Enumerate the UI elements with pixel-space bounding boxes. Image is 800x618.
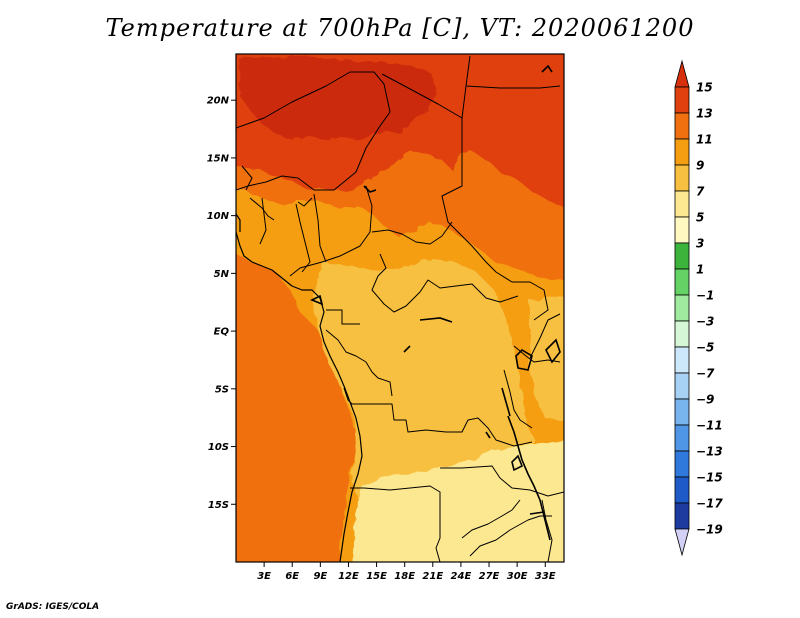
lat-tick-label: 15N <box>207 153 230 164</box>
temperature-field <box>236 54 564 562</box>
colorbar-segment <box>674 86 690 114</box>
map-title: Temperature at 700hPa [C], VT: 202006120… <box>105 14 695 42</box>
colorbar-segment <box>674 112 690 140</box>
lon-tick-label: 24E <box>451 571 472 582</box>
colorbar-segment <box>674 268 690 296</box>
map-frame <box>235 53 565 563</box>
latitude-axis: 20N 15N 10N 5N EQ 5S 10S 15S <box>207 96 236 511</box>
lon-tick-label: 33E <box>535 571 556 582</box>
colorbar: 15 13 11 9 7 5 3 1 −1 −3 −5 −7 −9 −11 −13 −15 −17 −19 <box>674 59 723 557</box>
colorbar-segment <box>674 372 690 400</box>
colorbar-label: −3 <box>696 315 714 329</box>
colorbar-bottom-arrow <box>674 528 690 557</box>
colorbar-segment <box>674 138 690 166</box>
field-7to9-central <box>312 258 534 508</box>
colorbar-segment <box>674 398 690 426</box>
colorbar-segment <box>674 164 690 192</box>
colorbar-segment <box>674 346 690 374</box>
colorbar-label: 13 <box>696 107 713 121</box>
lon-tick-label: 3E <box>257 571 271 582</box>
colorbar-label: −9 <box>696 393 714 407</box>
lon-tick-label: 18E <box>394 571 415 582</box>
field-5to7-south <box>352 440 564 562</box>
colorbar-segment <box>674 476 690 504</box>
colorbar-label: 5 <box>696 211 704 225</box>
colorbar-segment <box>674 294 690 322</box>
colorbar-label: −15 <box>696 471 723 485</box>
colorbar-top-arrow <box>674 59 690 88</box>
colorbar-segment <box>674 190 690 218</box>
lat-tick-label: EQ <box>214 327 230 338</box>
field-7to9-east <box>530 296 564 420</box>
colorbar-label: −17 <box>696 497 723 511</box>
colorbar-label: −11 <box>696 419 723 433</box>
longitude-axis: 3E 6E 9E 12E 15E 18E 21E 24E 27E 30E 33E <box>257 562 556 582</box>
colorbar-label: −13 <box>696 445 723 459</box>
lat-tick-label: 10S <box>208 442 229 453</box>
lon-tick-label: 30E <box>507 571 528 582</box>
lon-tick-label: 12E <box>338 571 359 582</box>
field-warm-spot <box>261 504 271 508</box>
colorbar-label: 9 <box>696 159 704 173</box>
lat-tick-label: 20N <box>207 96 230 107</box>
colorbar-label: −1 <box>696 289 714 303</box>
lat-tick-label: 15S <box>208 500 229 511</box>
colorbar-segment <box>674 424 690 452</box>
field-11to13-west-ocean <box>236 253 358 562</box>
colorbar-label: −5 <box>696 341 714 355</box>
colorbar-segment <box>674 502 690 530</box>
country-borders <box>236 55 564 562</box>
lon-tick-label: 27E <box>479 571 500 582</box>
colorbar-label: 11 <box>696 133 713 147</box>
lon-tick-label: 6E <box>285 571 299 582</box>
colorbar-segment <box>674 320 690 348</box>
coastline <box>236 213 363 562</box>
grads-credit: GrADS: IGES/COLA <box>6 602 100 612</box>
colorbar-label: 7 <box>696 185 705 199</box>
inland-lakes <box>310 64 561 541</box>
colorbar-label: 3 <box>696 237 704 251</box>
colorbar-label: 15 <box>696 81 713 95</box>
colorbar-label: −19 <box>696 523 723 537</box>
colorbar-label: −7 <box>696 367 715 381</box>
colorbar-segment <box>674 450 690 478</box>
lat-tick-label: 5S <box>215 384 229 395</box>
lon-tick-label: 9E <box>313 571 327 582</box>
lon-tick-label: 21E <box>422 571 443 582</box>
colorbar-segment <box>674 242 690 270</box>
lon-tick-label: 15E <box>366 571 387 582</box>
colorbar-segment <box>674 216 690 244</box>
colorbar-label: 1 <box>696 263 704 277</box>
lat-tick-label: 5N <box>214 269 230 280</box>
lat-tick-label: 10N <box>207 211 230 222</box>
